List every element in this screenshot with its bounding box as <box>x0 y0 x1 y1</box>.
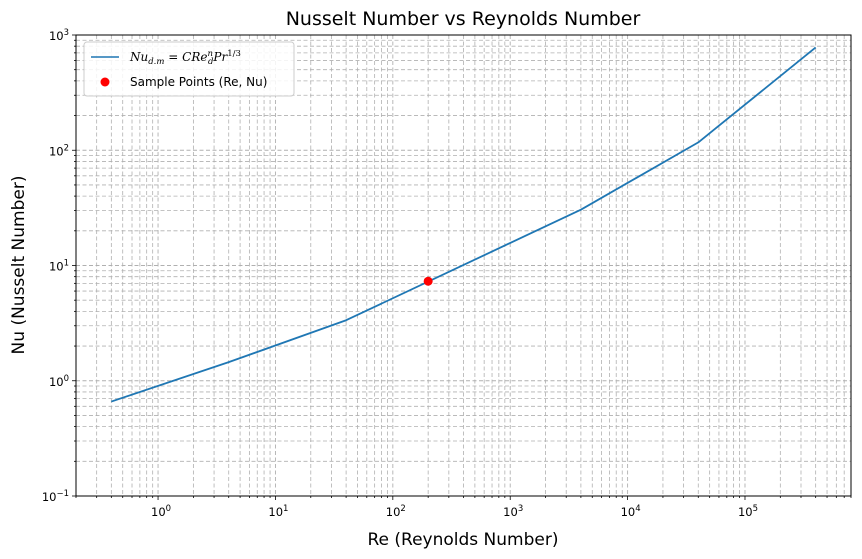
y-tick-labels: 10−1 100 101 102 103 <box>42 28 69 504</box>
sample-point <box>423 276 433 286</box>
legend-box <box>83 41 295 97</box>
series-layer <box>111 46 817 403</box>
x-tick-label: 105 <box>738 504 758 519</box>
grid <box>75 34 852 497</box>
y-tick-label: 100 <box>49 374 69 389</box>
x-tick-labels: 100 101 102 103 104 105 <box>151 504 758 519</box>
ticks <box>72 34 852 500</box>
y-tick-label: 101 <box>49 259 69 274</box>
legend: Nud.m = CRen dPr1/3 Sample Points (Re, Nu… <box>83 41 295 97</box>
legend-scatter-label: Sample Points (Re, Nu) <box>130 75 267 89</box>
y-tick-label: 10−1 <box>42 489 69 504</box>
nusselt-correlation-line <box>111 46 817 403</box>
legend-scatter-swatch <box>100 77 110 87</box>
y-tick-label: 102 <box>49 143 69 158</box>
x-tick-label: 102 <box>386 504 406 519</box>
x-tick-label: 104 <box>621 504 641 519</box>
chart-title: Nusselt Number vs Reynolds Number <box>286 8 641 30</box>
legend-line-label: Nud.m = CRen dPr1/3 <box>129 49 241 67</box>
x-tick-label: 101 <box>268 504 288 519</box>
x-axis-label: Re (Reynolds Number) <box>368 530 559 550</box>
y-axis-label: Nu (Nusselt Number) <box>9 176 29 355</box>
y-tick-label: 103 <box>49 28 69 43</box>
x-tick-label: 103 <box>503 504 523 519</box>
x-tick-label: 100 <box>151 504 171 519</box>
